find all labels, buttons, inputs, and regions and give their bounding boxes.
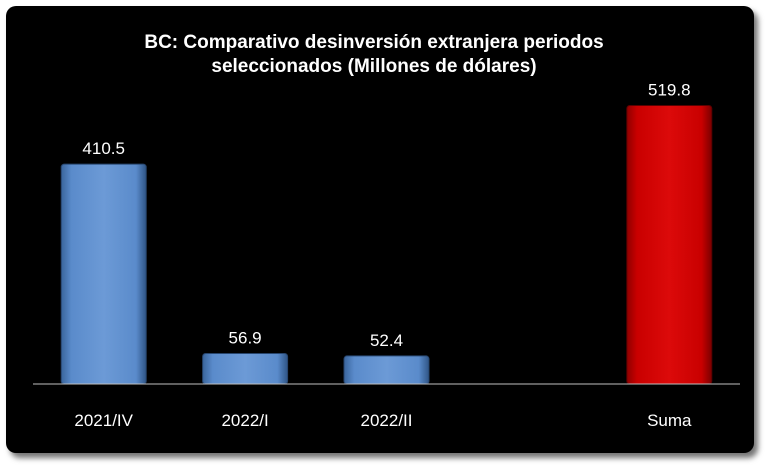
x-tick-label: 2022/II [361, 411, 413, 430]
bar-2021-iv [60, 163, 147, 385]
chart-subtitle: seleccionados (Millones de dólares) [211, 56, 536, 77]
data-label: 410.5 [82, 139, 125, 158]
labels-layer: 410.5 2021/IV 56.9 2022/I 52.4 2022/II 519.8 Su… [74, 81, 692, 430]
bars-layer [60, 105, 713, 385]
x-tick-label: Suma [647, 411, 692, 430]
bar-chart: BC: Comparativo desinversión extranjera … [33, 32, 740, 430]
x-tick-label: 2021/IV [74, 411, 133, 430]
chart-frame: BC: Comparativo desinversión extranjera … [6, 6, 754, 453]
data-label: 56.9 [229, 329, 262, 348]
bar-2022-i [202, 353, 289, 385]
data-label: 52.4 [370, 331, 403, 350]
bar-2022-ii [343, 355, 430, 385]
data-label: 519.8 [648, 81, 691, 100]
chart-title: BC: Comparativo desinversión extranjera … [144, 32, 603, 53]
x-tick-label: 2022/I [221, 411, 268, 430]
bar-suma [626, 105, 713, 385]
